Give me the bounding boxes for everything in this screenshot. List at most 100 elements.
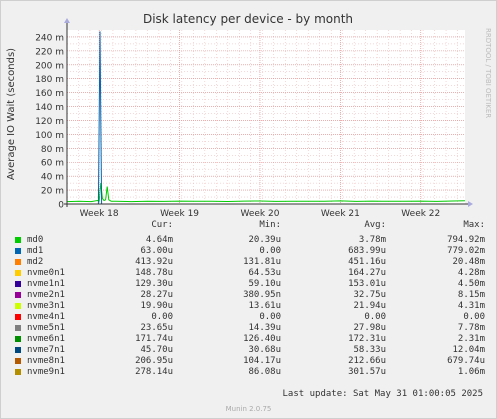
legend-swatch [15,314,21,320]
legend-series-name: nvme7n1 [27,345,65,355]
last-update: Last update: Sat May 31 01:00:05 2025 [282,389,483,399]
legend-avg-value: 27.98u [353,323,386,333]
legend-swatch [15,270,21,276]
legend-max-value: 679.74u [447,356,485,366]
legend-max-value: 1.06m [457,367,485,377]
legend-series-name: nvme1n1 [27,279,65,289]
plot-area [67,30,465,204]
legend-min-value: 0.00 [259,246,281,256]
y-tick-label: 140 m [35,103,64,113]
legend-row-nvme6n1: nvme6n1 171.74u 126.40u 172.31u 2.31m [0,334,497,345]
legend-max-value: 20.48m [452,257,485,267]
legend-max-value: 4.31m [457,301,485,311]
legend-avg-value: 212.66u [348,356,386,366]
y-tick-label: 120 m [35,117,64,127]
legend-max-value: 0.00 [463,312,485,322]
legend-header-max: Max: [463,220,485,230]
axes [64,18,473,207]
legend-avg-value: 172.31u [348,334,386,344]
x-tick-label: Week 18 [80,209,119,219]
legend-cur-value: 45.70u [140,345,173,355]
y-tick-label: 160 m [35,89,64,99]
legend-row-nvme2n1: nvme2n1 28.27u 380.95n 32.75u 8.15m [0,290,497,301]
legend-min-value: 131.81u [243,257,281,267]
legend-min-value: 20.39u [248,235,281,245]
legend-avg-value: 164.27u [348,268,386,278]
y-axis-arrow [64,18,70,23]
latency-chart: Disk latency per device - by month Avera… [6,12,492,219]
y-tick-label: 80 m [41,145,64,155]
legend-swatch [15,358,21,364]
legend-min-value: 86.08u [248,367,281,377]
legend-swatch [15,259,21,265]
y-axis-label: Average IO Wait (seconds) [6,48,17,180]
legend-header-cur: Cur: [151,220,173,230]
legend-avg-value: 301.57u [348,367,386,377]
munin-version: Munin 2.0.75 [225,405,272,413]
legend-min-value: 30.68u [248,345,281,355]
legend-header: Cur: Min: Avg: Max: [0,220,497,231]
legend-cur-value: 63.00u [140,246,173,256]
y-tick-label: 180 m [35,75,64,85]
x-tick-label: Week 22 [401,209,440,219]
legend-min-value: 126.40u [243,334,281,344]
legend-swatch [15,248,21,254]
legend-header-avg: Avg: [364,220,386,230]
legend-swatch [15,292,21,298]
y-tick-label: 200 m [35,61,64,71]
legend-cur-value: 278.14u [135,367,173,377]
legend-min-value: 380.95n [243,290,281,300]
legend-max-value: 4.28m [457,268,485,278]
legend-series-name: nvme2n1 [27,290,65,300]
legend-min-value: 14.39u [248,323,281,333]
chart-title: Disk latency per device - by month [143,12,353,26]
legend-min-value: 104.17u [243,356,281,366]
legend-series-name: nvme6n1 [27,334,65,344]
legend-swatch [15,347,21,353]
y-tick-label: 220 m [35,47,64,57]
legend-series-name: md2 [27,257,44,267]
legend-cur-value: 23.65u [140,323,173,333]
legend-cur-value: 19.90u [140,301,173,311]
x-tick-label: Week 19 [160,209,199,219]
legend-cur-value: 148.78u [135,268,173,278]
legend-swatch [15,237,21,243]
legend-row-md2: md2 413.92u 131.81u 451.16u 20.48m [0,257,497,268]
legend-avg-value: 21.94u [353,301,386,311]
legend-avg-value: 58.33u [353,345,386,355]
legend-swatch [15,369,21,375]
legend-max-value: 794.92m [447,235,485,245]
legend-max-value: 8.15m [457,290,485,300]
legend-swatch [15,303,21,309]
legend-cur-value: 28.27u [140,290,173,300]
legend-max-value: 779.02m [447,246,485,256]
x-tick-label: Week 20 [240,209,279,219]
legend-row-nvme7n1: nvme7n1 45.70u 30.68u 58.33u 12.04m [0,345,497,356]
legend-avg-value: 451.16u [348,257,386,267]
legend-row-md1: md1 63.00u 0.00 683.99u 779.02m [0,246,497,257]
legend-series-name: nvme8n1 [27,356,65,366]
y-tick-label: 20 m [41,187,64,197]
x-axis-arrow [468,201,473,207]
legend-row-nvme0n1: nvme0n1 148.78u 64.53u 164.27u 4.28m [0,268,497,279]
legend-series-name: md0 [27,235,44,245]
legend-series-name: md1 [27,246,44,256]
y-tick-labels: 0 20 m 40 m 60 m 80 m 100 m 120 m 140 m 160 m 180… [35,33,64,210]
legend-max-value: 7.78m [457,323,485,333]
legend-max-value: 12.04m [452,345,485,355]
legend-swatch [15,281,21,287]
legend-max-value: 4.50m [457,279,485,289]
x-tick-label: Week 21 [321,209,360,219]
legend-cur-value: 0.00 [151,312,173,322]
legend-row-nvme9n1: nvme9n1 278.14u 86.08u 301.57u 1.06m [0,367,497,378]
y-tick-label: 0 [58,201,64,211]
legend-max-value: 2.31m [457,334,485,344]
legend-min-value: 64.53u [248,268,281,278]
legend-cur-value: 129.30u [135,279,173,289]
legend-cur-value: 171.74u [135,334,173,344]
legend-swatch [15,336,21,342]
y-tick-label: 240 m [35,33,64,43]
legend-row-nvme5n1: nvme5n1 23.65u 14.39u 27.98u 7.78m [0,323,497,334]
y-tick-label: 40 m [41,173,64,183]
legend-cur-value: 206.95u [135,356,173,366]
